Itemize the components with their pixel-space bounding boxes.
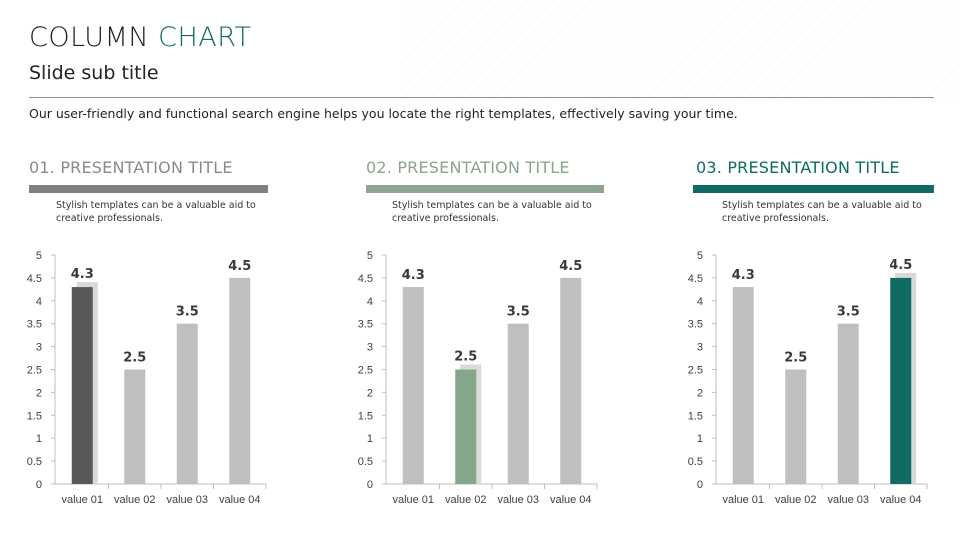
panel-1-color-bar <box>29 185 268 193</box>
y-tick-label: 1 <box>367 433 373 445</box>
y-tick-label: 1 <box>36 433 42 445</box>
bar-value-04 <box>560 277 582 484</box>
chart-3: 0 0.5 1 1.5 2 2.5 3 3.5 4 4.5 5 4.3 value 01 2.5 value… <box>688 250 928 506</box>
slide-title: COLUMN CHART <box>29 22 252 53</box>
y-tick-label: 5 <box>367 250 373 262</box>
y-tick-label: 1.5 <box>358 410 373 422</box>
y-tick-label: 3 <box>697 342 703 354</box>
data-label: 4.5 <box>889 258 912 273</box>
bar-value-01 <box>402 287 424 484</box>
y-tick-label: 4 <box>697 296 703 308</box>
y-tick-label: 4 <box>367 296 373 308</box>
panel-3-text: Stylish templates can be a valuable aid … <box>722 200 922 224</box>
y-tick-label: 3.5 <box>27 319 42 331</box>
y-tick-label: 2 <box>367 387 373 399</box>
y-tick-label: 0.5 <box>358 456 373 468</box>
y-tick-label: 5 <box>697 250 703 262</box>
y-tick-label: 3.5 <box>688 319 703 331</box>
bar-value-02 <box>785 369 807 484</box>
x-category-label: value 01 <box>61 494 103 506</box>
data-label: 4.5 <box>228 259 251 274</box>
y-tick-label: 3 <box>367 342 373 354</box>
title-accent: CHART <box>158 22 252 53</box>
y-tick-label: 0 <box>36 479 42 491</box>
panel-3-color-bar <box>693 185 934 193</box>
bar-value-04 <box>890 277 912 484</box>
y-tick-label: 0.5 <box>688 456 703 468</box>
panel-1-title: 01. PRESENTATION TITLE <box>29 158 233 177</box>
x-category-label: value 01 <box>722 494 764 506</box>
bar-value-03 <box>507 323 529 484</box>
y-tick-label: 2.5 <box>358 365 373 377</box>
data-label: 3.5 <box>837 305 860 320</box>
y-tick-label: 4.5 <box>27 273 42 285</box>
data-label: 4.5 <box>559 259 582 274</box>
x-category-label: value 02 <box>114 494 156 506</box>
slide-subtitle: Slide sub title <box>29 62 159 84</box>
bar-value-03 <box>176 323 198 484</box>
y-tick-label: 3 <box>36 342 42 354</box>
x-category-label: value 03 <box>497 494 539 506</box>
y-tick-label: 0 <box>697 479 703 491</box>
x-category-label: value 04 <box>550 494 592 506</box>
data-label: 2.5 <box>123 351 146 366</box>
y-tick-label: 4.5 <box>358 273 373 285</box>
y-tick-label: 5 <box>36 250 42 262</box>
y-tick-label: 2.5 <box>27 365 42 377</box>
panel-2-color-bar <box>366 185 604 193</box>
x-category-label: value 02 <box>445 494 487 506</box>
chart-2: 0 0.5 1 1.5 2 2.5 3 3.5 4 4.5 5 4.3 value 01 2.5 value… <box>358 250 598 506</box>
slide-description: Our user-friendly and functional search … <box>29 106 738 121</box>
y-tick-label: 1 <box>697 433 703 445</box>
x-category-label: value 01 <box>392 494 434 506</box>
panel-1-text: Stylish templates can be a valuable aid … <box>56 200 256 224</box>
data-label: 3.5 <box>176 305 199 320</box>
data-label: 3.5 <box>507 305 530 320</box>
y-tick-label: 4.5 <box>688 273 703 285</box>
y-tick-label: 3.5 <box>358 319 373 331</box>
x-category-label: value 04 <box>219 494 261 506</box>
data-label: 2.5 <box>454 350 477 365</box>
y-tick-label: 1.5 <box>27 410 42 422</box>
y-tick-label: 2 <box>697 387 703 399</box>
panel-2-title: 02. PRESENTATION TITLE <box>366 158 570 177</box>
bar-value-01 <box>71 287 93 484</box>
y-tick-label: 4 <box>36 296 42 308</box>
bar-value-02 <box>124 369 146 484</box>
chart-1: 0 0.5 1 1.5 2 2.5 3 3.5 4 4.5 5 4.3 value 01 2.5 value… <box>27 250 267 506</box>
y-tick-label: 1.5 <box>688 410 703 422</box>
x-category-label: value 04 <box>880 494 922 506</box>
header-divider <box>29 97 934 98</box>
panel-3-title: 03. PRESENTATION TITLE <box>696 158 900 177</box>
bar-value-02 <box>455 369 477 484</box>
data-label: 4.3 <box>71 267 94 282</box>
x-category-label: value 02 <box>775 494 817 506</box>
bar-value-01 <box>732 287 754 484</box>
bar-value-04 <box>229 277 251 484</box>
y-tick-label: 2 <box>36 387 42 399</box>
x-category-label: value 03 <box>166 494 208 506</box>
title-main: COLUMN <box>29 22 159 53</box>
x-category-label: value 03 <box>827 494 869 506</box>
data-label: 4.3 <box>732 268 755 283</box>
data-label: 2.5 <box>784 351 807 366</box>
data-label: 4.3 <box>402 268 425 283</box>
y-tick-label: 0.5 <box>27 456 42 468</box>
panel-2-text: Stylish templates can be a valuable aid … <box>392 200 592 224</box>
y-tick-label: 0 <box>367 479 373 491</box>
bar-value-03 <box>837 323 859 484</box>
y-tick-label: 2.5 <box>688 365 703 377</box>
